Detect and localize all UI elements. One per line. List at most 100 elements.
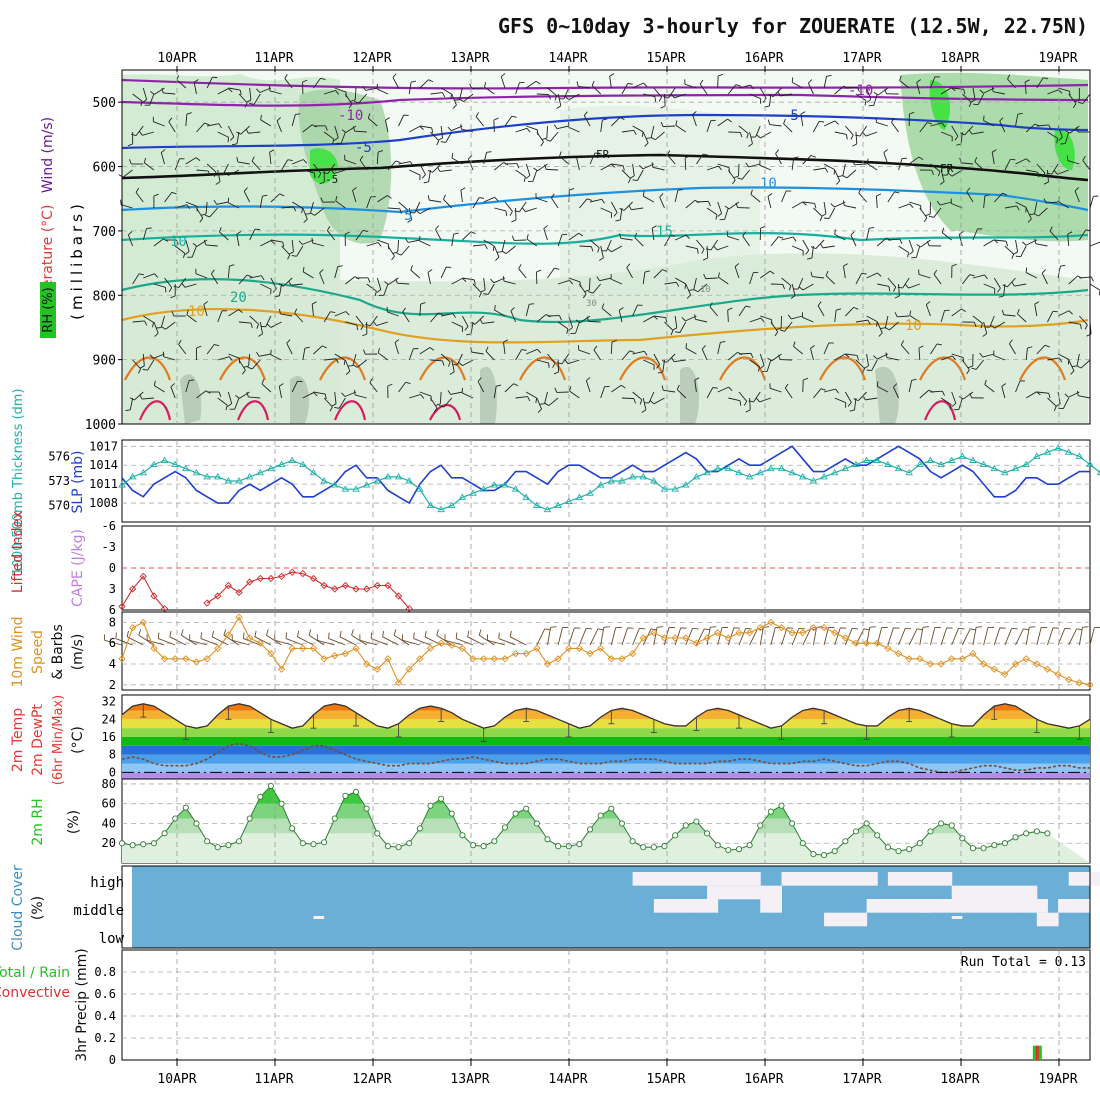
wind-barb — [749, 397, 751, 411]
wind-barb — [537, 163, 548, 172]
wind10-unit-label: (m/s) — [70, 634, 86, 671]
wind-barb — [783, 123, 793, 133]
wind-barb-flag — [325, 125, 328, 131]
wind-barb-flag — [168, 287, 173, 293]
wind-barb — [419, 391, 432, 397]
wind-barb — [196, 207, 204, 219]
wind-barb-flag — [128, 231, 133, 236]
wind-barb-flag — [629, 175, 635, 179]
wind-barb — [450, 391, 463, 395]
slp-panel-frame — [121, 439, 1091, 523]
cloud-clear-cell — [653, 899, 666, 913]
cloud-clear-cell — [749, 885, 761, 900]
wind-barb-flag — [835, 180, 841, 185]
wind10-speed-point — [1022, 655, 1030, 663]
wind-barb-flag — [1076, 365, 1082, 369]
wind-barb-flag — [322, 171, 328, 175]
wind-barb — [174, 245, 186, 254]
wind-barb — [526, 238, 538, 247]
wind-barb-flag — [526, 234, 529, 240]
wind10-speed-point — [373, 665, 381, 673]
wind10-tick-label: 6 — [109, 636, 116, 650]
wind-barb-flag — [168, 117, 173, 123]
lifted-index-point — [246, 578, 254, 586]
wind-barb-flag — [452, 313, 456, 318]
wind10-barb — [1015, 628, 1024, 646]
wind-barb — [270, 321, 282, 328]
wind-barb-flag — [873, 91, 879, 96]
cloud-clear-cell — [685, 899, 697, 913]
wind-barb-flag — [568, 327, 573, 331]
wind-barb — [962, 93, 972, 103]
wind-barb-flag — [601, 303, 605, 309]
thickness-point — [437, 505, 445, 513]
wind-barb-flag — [1058, 407, 1064, 410]
rh2m-point — [299, 840, 306, 847]
wind-barb — [1008, 343, 1016, 355]
wind-barb — [834, 310, 837, 323]
wind-barb-flag — [590, 246, 594, 252]
wind10-barb-flag — [243, 632, 245, 639]
thickness-point — [182, 464, 190, 472]
thickness-point — [373, 477, 382, 484]
wind-barb — [227, 391, 233, 404]
wind-barb — [441, 313, 453, 317]
wind10-barb-flag — [328, 632, 330, 639]
wind-barb — [377, 352, 389, 361]
contour-label: -5 — [355, 140, 372, 156]
wind-barb-flag — [433, 407, 438, 413]
wind-barb-flag — [243, 365, 249, 368]
cloud-clear-cell — [1026, 885, 1038, 900]
wind-barb — [738, 84, 751, 89]
upper-air-frame — [121, 69, 1091, 425]
top-date-label: 18APR — [940, 51, 979, 66]
wind-barb-flag — [884, 88, 887, 94]
cloud-clear-cell — [994, 899, 1006, 913]
wind-barb-flag — [779, 329, 785, 332]
wind-barb-flag — [1015, 255, 1021, 258]
wind-barb — [606, 239, 612, 252]
wind-barb-flag — [1053, 406, 1057, 411]
wind-barb-flag — [195, 157, 201, 161]
thickness-point — [937, 460, 945, 468]
wind-barb — [207, 123, 219, 127]
wind10-barb — [844, 628, 853, 646]
wind-barb — [1049, 230, 1059, 241]
wind-barb-flag — [984, 379, 987, 385]
wind-barb — [951, 125, 959, 137]
wind-barb — [631, 207, 644, 211]
wind-barb — [205, 201, 208, 214]
wind-barb-flag — [866, 98, 872, 103]
rh2m-point — [799, 840, 806, 847]
wind-barb-flag — [537, 408, 542, 413]
wind-barb-flag — [793, 341, 796, 347]
wind-barb-flag — [395, 160, 401, 164]
wind-barb-flag — [320, 77, 326, 81]
wind-barb — [369, 315, 378, 326]
wind-barb — [120, 204, 133, 209]
wind-barb — [918, 347, 921, 361]
wind-barb — [659, 196, 665, 209]
wind-barb — [440, 266, 447, 279]
thickness-point — [979, 460, 988, 468]
wind-barb-flag — [450, 93, 452, 100]
wind10-speed-point — [607, 655, 615, 663]
rh2m-point — [129, 842, 136, 849]
wind10-barb — [908, 628, 918, 646]
wind-barb-flag — [218, 123, 222, 129]
wind-barb-flag — [1011, 281, 1015, 287]
wind-barb-flag — [984, 194, 990, 197]
wind-barb-flag — [639, 399, 643, 405]
rh2m-point — [512, 810, 519, 817]
wind-barb-flag — [352, 187, 357, 191]
wind-barb-flag — [543, 225, 548, 229]
wind-barb — [701, 348, 708, 361]
wind-barb — [532, 169, 538, 182]
wind-barb-flag — [609, 73, 615, 77]
wind-barb — [685, 347, 697, 355]
wind-barb — [815, 239, 825, 249]
cloud-clear-cell — [919, 872, 931, 886]
wind-barb — [1057, 310, 1070, 317]
rh2m-tick-label: 20 — [102, 836, 116, 850]
